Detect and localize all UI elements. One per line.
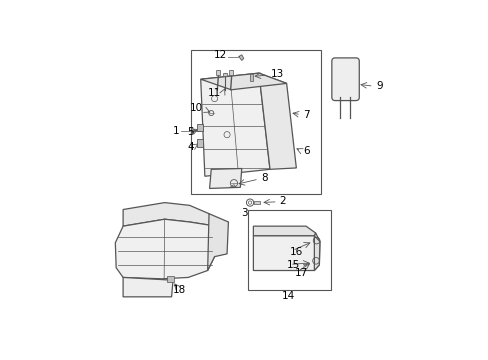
Bar: [228, 69, 232, 75]
Polygon shape: [239, 55, 243, 60]
Text: 12: 12: [213, 50, 226, 60]
FancyBboxPatch shape: [331, 58, 359, 100]
Bar: [167, 276, 174, 282]
Bar: [249, 74, 252, 81]
Text: 3: 3: [240, 208, 247, 219]
Polygon shape: [314, 236, 319, 270]
Text: 13: 13: [270, 69, 283, 79]
Bar: [254, 201, 259, 204]
Text: 2: 2: [279, 195, 286, 206]
Polygon shape: [253, 233, 319, 270]
Polygon shape: [200, 73, 286, 90]
Text: 11: 11: [208, 88, 221, 98]
Text: 6: 6: [303, 146, 309, 156]
Polygon shape: [115, 219, 216, 279]
Text: 4: 4: [187, 142, 193, 152]
Polygon shape: [209, 168, 241, 188]
Text: 5: 5: [187, 127, 193, 137]
Text: 8: 8: [261, 174, 267, 184]
Bar: [223, 73, 227, 76]
Polygon shape: [200, 73, 269, 176]
Text: 7: 7: [303, 110, 309, 120]
Polygon shape: [253, 226, 315, 236]
Text: 14: 14: [281, 291, 294, 301]
Bar: [215, 69, 219, 75]
Polygon shape: [207, 214, 228, 270]
Text: 15: 15: [286, 260, 300, 270]
Text: 9: 9: [375, 81, 382, 91]
Bar: [247, 210, 330, 290]
Polygon shape: [123, 278, 173, 297]
Polygon shape: [123, 203, 216, 226]
Text: 17: 17: [294, 268, 307, 278]
Bar: [197, 139, 203, 147]
Text: 16: 16: [289, 247, 302, 257]
Polygon shape: [259, 73, 296, 169]
Text: 18: 18: [173, 285, 186, 296]
Bar: [191, 50, 321, 194]
Bar: [197, 124, 203, 131]
Text: 10: 10: [189, 103, 203, 113]
Text: 1: 1: [172, 126, 179, 135]
